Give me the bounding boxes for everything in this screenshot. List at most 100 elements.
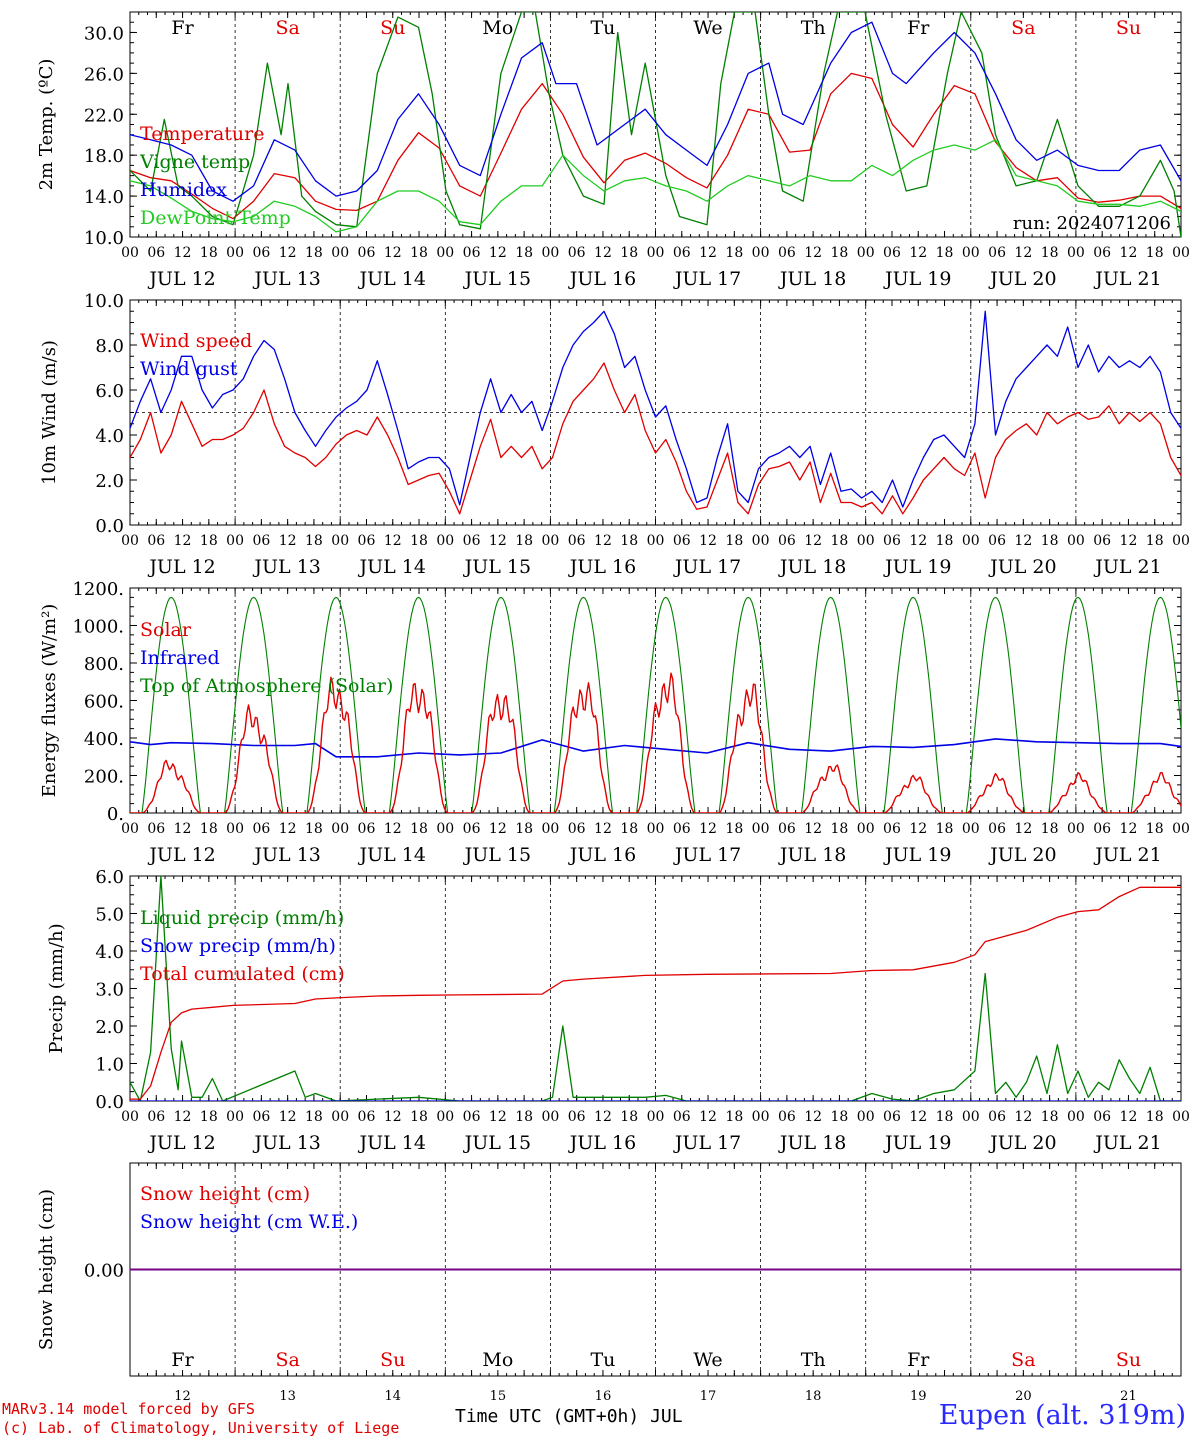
legend-entry: DewPoint Temp xyxy=(140,207,291,229)
hour-label: 12 xyxy=(489,821,507,837)
series-line-total-cumulated-cm- xyxy=(130,886,1181,1100)
weekday-label: Fr xyxy=(171,1349,194,1371)
hour-label: 00 xyxy=(331,245,349,261)
date-label: JUL 13 xyxy=(252,844,320,866)
weekday-label: Fr xyxy=(171,17,194,39)
hour-label: 06 xyxy=(778,1109,796,1125)
hour-label: 12 xyxy=(1014,245,1032,261)
hour-label: 18 xyxy=(936,1109,954,1125)
weekday-label: Sa xyxy=(1011,1349,1035,1371)
hour-label: 12 xyxy=(594,533,612,549)
hour-label: 00 xyxy=(647,245,665,261)
weekday-label: Fr xyxy=(907,1349,930,1371)
date-label: JUL 16 xyxy=(568,268,636,290)
hour-label: 06 xyxy=(988,1109,1006,1125)
day-number-label: 21 xyxy=(1120,1389,1137,1400)
y-tick-label: 600. xyxy=(84,692,124,713)
hour-label: 06 xyxy=(358,821,376,837)
hour-label: 12 xyxy=(489,1109,507,1125)
y-tick-label: 10.0 xyxy=(84,228,124,249)
hour-label: 12 xyxy=(174,1109,192,1125)
y-tick-label: 1000. xyxy=(72,617,124,638)
hour-label: 12 xyxy=(174,245,192,261)
hour-label: 12 xyxy=(174,533,192,549)
hour-label: 12 xyxy=(1014,533,1032,549)
hour-label: 00 xyxy=(541,1109,559,1125)
hour-label: 18 xyxy=(1041,533,1059,549)
series-line-wind-speed xyxy=(130,362,1181,515)
y-tick-label: 0.00 xyxy=(84,1261,124,1282)
hour-label: 00 xyxy=(752,245,770,261)
weekday-label: We xyxy=(693,17,722,39)
hour-label: 12 xyxy=(1014,821,1032,837)
hour-label: 06 xyxy=(358,1109,376,1125)
day-number-label: 18 xyxy=(805,1389,822,1400)
weekday-label: Su xyxy=(380,17,405,39)
date-label: JUL 19 xyxy=(883,556,951,578)
day-number-label: 20 xyxy=(1015,1389,1032,1400)
weekday-label: Su xyxy=(1116,17,1141,39)
hour-label: 00 xyxy=(962,533,980,549)
date-label: JUL 12 xyxy=(147,1132,215,1154)
hour-label: 00 xyxy=(226,1109,244,1125)
time-axis-label: Time UTC (GMT+0h) JUL xyxy=(455,1406,683,1427)
y-tick-label: 4.0 xyxy=(95,942,124,963)
hour-label: 18 xyxy=(515,821,533,837)
panel-snow: 0.00 Snow height (cm) Fr 12 Sa 13 Su 14 Mo 15 Tu 16… xyxy=(36,1162,1182,1400)
date-label: JUL 21 xyxy=(1093,268,1161,290)
hour-label: 06 xyxy=(883,533,901,549)
hour-label: 06 xyxy=(988,245,1006,261)
day-number-label: 13 xyxy=(279,1389,296,1400)
y-tick-label: 22.0 xyxy=(84,105,124,126)
legend-entry: Liquid precip (mm/h) xyxy=(140,907,344,929)
hour-label: 12 xyxy=(489,533,507,549)
hour-label: 18 xyxy=(410,245,428,261)
weekday-label: Sa xyxy=(275,1349,299,1371)
date-label: JUL 17 xyxy=(673,1132,741,1154)
hour-label: 06 xyxy=(568,821,586,837)
series-group xyxy=(130,310,1181,515)
weekday-label: Mo xyxy=(482,1349,513,1371)
hour-label: 12 xyxy=(909,821,927,837)
weekday-label: Su xyxy=(1116,1349,1141,1371)
hour-label: 18 xyxy=(725,1109,743,1125)
hour-label: 12 xyxy=(909,1109,927,1125)
date-label: JUL 14 xyxy=(358,268,426,290)
hour-label: 18 xyxy=(305,245,323,261)
hour-label: 12 xyxy=(1120,245,1138,261)
date-label: JUL 20 xyxy=(988,268,1056,290)
y-axis-label: Precip (mm/h) xyxy=(46,923,67,1053)
hour-label: 06 xyxy=(778,821,796,837)
hour-label: 12 xyxy=(489,245,507,261)
hour-label: 00 xyxy=(962,1109,980,1125)
y-tick-label: 26.0 xyxy=(84,64,124,85)
hour-label: 18 xyxy=(305,821,323,837)
day-number-label: 12 xyxy=(174,1389,191,1400)
plot-frame xyxy=(129,587,1182,814)
weekday-label: We xyxy=(693,1349,722,1371)
hour-label: 00 xyxy=(436,245,454,261)
hour-label: 06 xyxy=(147,533,165,549)
y-tick-label: 6.0 xyxy=(95,381,124,402)
hour-label: 00 xyxy=(436,1109,454,1125)
hour-label: 06 xyxy=(883,1109,901,1125)
date-label: JUL 17 xyxy=(673,556,741,578)
hour-label: 00 xyxy=(1172,245,1190,261)
hour-label: 18 xyxy=(620,533,638,549)
hour-label: 00 xyxy=(647,533,665,549)
hour-label: 00 xyxy=(226,533,244,549)
date-label: JUL 14 xyxy=(358,556,426,578)
y-tick-label: 8.0 xyxy=(95,336,124,357)
weekday-label: Tu xyxy=(590,1349,615,1371)
date-label: JUL 18 xyxy=(778,268,846,290)
y-tick-label: 0.0 xyxy=(95,516,124,537)
date-label: JUL 12 xyxy=(147,844,215,866)
hour-label: 18 xyxy=(200,533,218,549)
date-label: JUL 21 xyxy=(1093,1132,1161,1154)
hour-label: 12 xyxy=(384,533,402,549)
hour-label: 18 xyxy=(1146,821,1164,837)
hour-label: 06 xyxy=(358,533,376,549)
hour-label: 06 xyxy=(252,245,270,261)
day-number-label: 19 xyxy=(910,1389,927,1400)
panel-temp: 10.0 14.0 18.0 22.0 26.0 30.0 2m Temp. (ºC) 00 0… xyxy=(36,11,1190,290)
